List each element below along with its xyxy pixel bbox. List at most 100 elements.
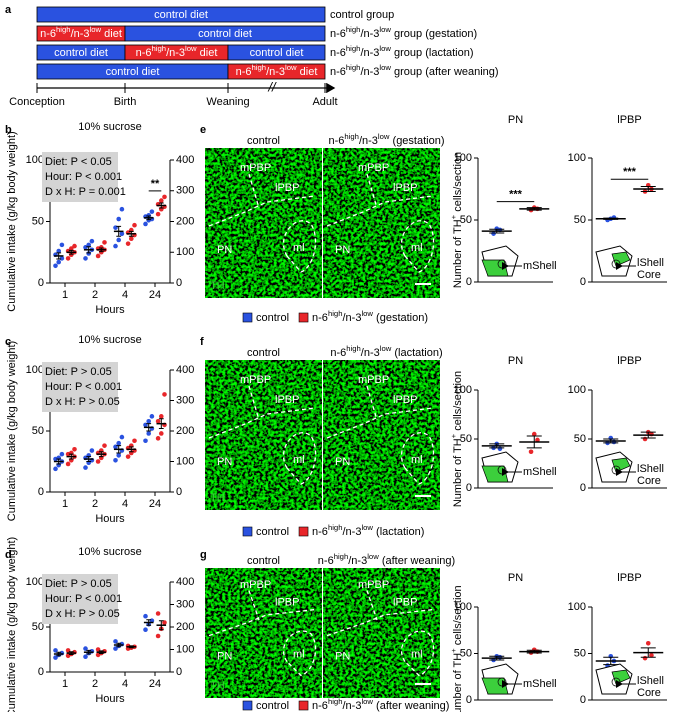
text-part: + — [449, 433, 458, 438]
segment-label: control diet — [106, 66, 160, 78]
region-label: ml — [411, 242, 423, 254]
data-point — [116, 453, 121, 458]
y-tick-label: 100 — [26, 154, 44, 166]
legend-swatch — [242, 526, 253, 537]
data-point — [155, 211, 161, 217]
legend-swatch — [242, 312, 253, 323]
data-point — [162, 392, 167, 397]
data-point — [642, 655, 648, 661]
image-label: control — [247, 555, 280, 567]
stats-line: Hour: P < 0.001 — [45, 593, 122, 605]
y2-tick-label: 0 — [176, 666, 182, 678]
y-tick-label: 0 — [38, 666, 44, 678]
data-point — [132, 438, 137, 444]
y-tick-label: 0 — [580, 482, 586, 494]
data-point — [149, 209, 155, 214]
y-tick-label: 0 — [580, 694, 586, 706]
micrograph — [323, 568, 440, 698]
error-bar — [98, 451, 104, 458]
region-label: lPBP — [393, 182, 417, 194]
y-tick-label: 100 — [454, 601, 472, 613]
text-part: low — [379, 63, 391, 72]
text-part: /n-3 — [266, 66, 285, 78]
error-bar — [158, 620, 164, 631]
error-bar — [146, 423, 152, 432]
data-point — [162, 620, 167, 625]
text-part: n-6 — [330, 347, 346, 359]
error-bar — [526, 207, 542, 211]
y2-tick-label: 300 — [176, 394, 194, 406]
inset-label: Core — [637, 687, 661, 699]
error-bar — [640, 431, 656, 439]
stage-label: Birth — [114, 96, 137, 108]
stats-box — [42, 362, 118, 412]
y2-tick-label: 0 — [176, 277, 182, 289]
data-point — [53, 648, 58, 653]
stain-label: TH — [210, 680, 225, 692]
image-label: control — [247, 347, 280, 359]
error-bar — [116, 642, 122, 648]
text-part: n-6 — [330, 66, 346, 78]
y-tick-label: 100 — [568, 384, 586, 396]
error-bar — [68, 651, 74, 655]
y-tick-label: 100 — [26, 364, 44, 376]
region-label: mPBP — [358, 162, 389, 174]
data-point — [116, 216, 121, 222]
x-axis-label: Hours — [95, 513, 125, 525]
data-point — [72, 447, 77, 452]
image-label: control — [247, 135, 280, 147]
data-point — [59, 451, 65, 457]
y-axis-label: Number of TH+ cells/section — [449, 152, 464, 288]
stats-line: Hour: P < 0.001 — [45, 381, 122, 393]
text-part: (after weaning) — [379, 555, 455, 567]
data-point — [159, 198, 164, 203]
error-bar — [603, 438, 619, 444]
stats-line: D x H: P = 0.001 — [45, 186, 126, 198]
data-point — [99, 245, 104, 250]
text-part: group (after weaning) — [391, 66, 499, 78]
text-part: cells/section — [452, 152, 464, 215]
stage-label: Adult — [312, 96, 337, 108]
data-point — [155, 611, 161, 616]
data-point — [113, 639, 118, 644]
region-label: lPBP — [275, 597, 299, 609]
region-label: PN — [335, 650, 350, 662]
panel-label: f — [200, 336, 204, 348]
text-part: low — [285, 63, 297, 72]
data-point — [146, 213, 151, 218]
error-bar — [146, 215, 152, 221]
x-tick-label: 4 — [122, 678, 128, 690]
text-part: /n-3 — [71, 28, 90, 40]
chart-title: lPBP — [617, 355, 641, 367]
error-bar — [489, 443, 505, 449]
inset-region — [481, 465, 509, 483]
stain-label: TH — [210, 280, 225, 292]
error-bar — [86, 456, 92, 462]
data-point — [146, 431, 151, 436]
segment-label: n-6high/n-3low diet — [136, 44, 218, 59]
data-point — [528, 449, 534, 455]
text-part: /n-3 — [342, 312, 361, 324]
text-part: n-6 — [40, 28, 56, 40]
data-point — [83, 465, 88, 470]
text-part: n-6 — [236, 66, 252, 78]
y-tick-label: 100 — [568, 152, 586, 164]
image-label: n-6high/n-3low (lactation) — [330, 344, 442, 359]
x-tick-label: 1 — [62, 289, 68, 301]
significance-label: ** — [151, 178, 160, 190]
legend-label: control — [256, 700, 289, 712]
panel-label: a — [5, 4, 12, 16]
text-part: (lactation) — [391, 347, 442, 359]
data-point — [491, 231, 496, 236]
error-bar — [68, 249, 74, 255]
text-part: low — [379, 44, 391, 53]
group-label: n-6high/n-3low group (after weaning) — [330, 63, 499, 78]
y-tick-label: 0 — [38, 277, 44, 289]
data-point — [53, 263, 58, 269]
text-part: /n-3 — [359, 135, 378, 147]
region-boundary — [208, 173, 317, 273]
region-label: mPBP — [358, 579, 389, 591]
region-label: mPBP — [240, 579, 271, 591]
text-part: high — [328, 309, 343, 318]
